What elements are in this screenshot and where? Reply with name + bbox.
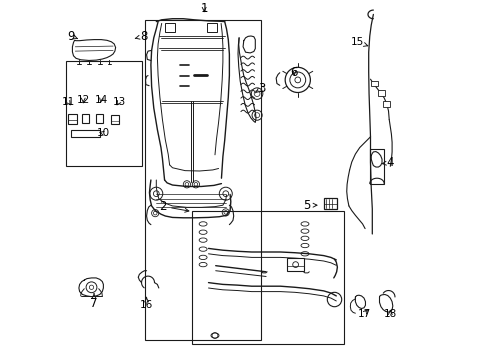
Text: 5: 5 — [302, 199, 316, 212]
Text: 6: 6 — [290, 66, 297, 78]
Text: 3: 3 — [255, 82, 265, 95]
Text: 14: 14 — [94, 95, 108, 105]
Bar — [71, 130, 100, 137]
Text: 7: 7 — [90, 294, 98, 310]
Text: 10: 10 — [97, 128, 110, 138]
Bar — [165, 23, 175, 32]
Bar — [96, 114, 103, 123]
Bar — [66, 61, 142, 166]
Text: 16: 16 — [140, 297, 153, 310]
Text: 9: 9 — [67, 30, 78, 42]
Bar — [370, 81, 378, 86]
Text: 18: 18 — [383, 309, 396, 319]
Bar — [111, 115, 119, 124]
Text: 13: 13 — [112, 96, 125, 107]
Text: 4: 4 — [382, 156, 393, 169]
Bar — [323, 198, 337, 209]
Bar — [286, 258, 304, 271]
Bar — [369, 149, 384, 184]
Text: 15: 15 — [350, 37, 367, 48]
Text: 1: 1 — [200, 3, 207, 15]
Text: 17: 17 — [357, 309, 370, 319]
Bar — [68, 114, 77, 124]
Bar — [206, 23, 216, 32]
Bar — [192, 211, 343, 344]
Bar — [377, 90, 384, 96]
Text: 8: 8 — [135, 30, 148, 42]
Bar — [145, 20, 260, 340]
Text: 12: 12 — [77, 95, 90, 105]
Bar — [382, 101, 389, 107]
Text: 11: 11 — [61, 96, 75, 107]
Bar — [81, 114, 89, 123]
Text: 2: 2 — [158, 200, 188, 213]
